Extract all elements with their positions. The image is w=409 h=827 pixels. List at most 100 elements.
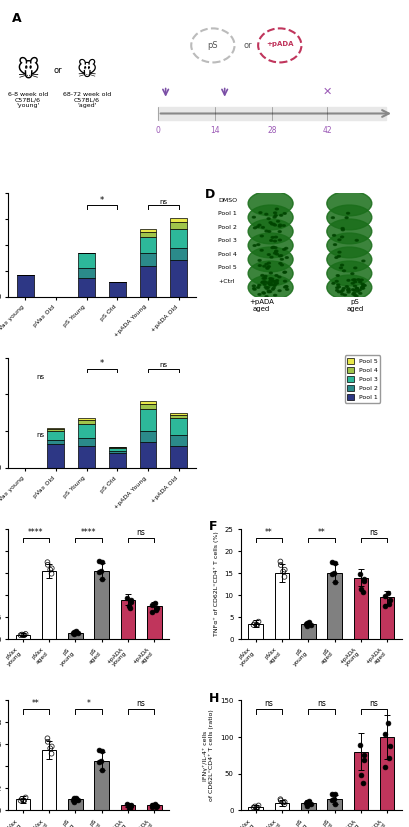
Point (73, 625, 80, 638)
Circle shape (273, 294, 276, 296)
Point (281, 563, 287, 576)
Point (360, 572, 366, 586)
Point (71, 628, 78, 641)
Text: Pool 4: Pool 4 (218, 252, 236, 257)
Point (95, 743, 102, 756)
Circle shape (285, 256, 288, 258)
Circle shape (337, 256, 339, 257)
Point (303, 619, 310, 633)
Point (127, 799, 134, 812)
Circle shape (360, 283, 363, 284)
Bar (353, 752, 367, 810)
Bar (327, 573, 341, 639)
Text: or: or (53, 65, 62, 74)
Circle shape (273, 252, 276, 254)
Point (127, 595, 133, 609)
Point (386, 593, 392, 606)
Text: DMSO: DMSO (218, 198, 237, 203)
Bar (300, 624, 315, 639)
Circle shape (326, 205, 371, 230)
Point (17, 629, 24, 642)
Text: **: ** (264, 528, 272, 537)
Point (44, 732, 51, 745)
Circle shape (261, 278, 265, 280)
Point (251, 617, 258, 630)
Point (277, 558, 283, 571)
Circle shape (355, 288, 357, 289)
Bar (68, 633, 82, 639)
Point (380, 760, 387, 773)
Circle shape (326, 233, 371, 258)
Circle shape (335, 289, 338, 291)
Circle shape (262, 293, 265, 294)
Circle shape (263, 278, 266, 280)
Circle shape (358, 281, 361, 283)
Bar (170, 414, 187, 418)
Circle shape (340, 227, 343, 229)
Point (328, 787, 334, 801)
Point (44, 556, 51, 569)
Point (152, 596, 158, 609)
Circle shape (247, 275, 292, 300)
Bar (78, 268, 95, 279)
Circle shape (273, 281, 276, 283)
Text: 68-72 week old
C57BL/6
'aged': 68-72 week old C57BL/6 'aged' (63, 92, 111, 108)
Bar (139, 237, 156, 253)
Circle shape (360, 279, 362, 280)
Circle shape (355, 290, 358, 292)
Point (95, 554, 102, 567)
Circle shape (256, 226, 258, 227)
Circle shape (263, 281, 265, 283)
Circle shape (263, 275, 266, 277)
Circle shape (340, 236, 343, 237)
Point (99, 763, 105, 777)
Text: **: ** (32, 700, 40, 709)
Circle shape (275, 253, 278, 255)
Point (253, 801, 260, 814)
Point (306, 616, 312, 629)
Point (331, 788, 337, 801)
Circle shape (261, 227, 264, 228)
Circle shape (266, 287, 269, 289)
Bar (47, 440, 64, 444)
Point (380, 600, 387, 613)
Bar (16, 635, 30, 639)
Circle shape (271, 289, 274, 290)
Circle shape (339, 267, 342, 269)
Point (98, 744, 105, 758)
Bar (170, 418, 187, 435)
Circle shape (271, 280, 274, 282)
Point (360, 753, 366, 767)
Circle shape (334, 256, 337, 258)
Circle shape (274, 237, 277, 238)
Bar (248, 807, 262, 810)
Text: ns: ns (136, 700, 145, 709)
Point (153, 601, 160, 614)
Circle shape (267, 291, 270, 293)
Bar (139, 265, 156, 297)
Point (281, 798, 287, 811)
Circle shape (264, 263, 267, 265)
Bar (94, 761, 109, 810)
Text: H: H (209, 691, 219, 705)
Text: pS: pS (207, 41, 218, 50)
Circle shape (337, 251, 340, 253)
Text: ns: ns (36, 432, 45, 437)
Circle shape (273, 241, 276, 242)
Bar (327, 800, 341, 810)
Circle shape (283, 213, 285, 214)
Circle shape (264, 296, 267, 298)
Circle shape (274, 215, 276, 217)
Point (19, 792, 25, 805)
Circle shape (270, 278, 273, 280)
Circle shape (275, 282, 278, 284)
Bar (47, 431, 64, 440)
Circle shape (269, 240, 272, 241)
Text: +Ctrl: +Ctrl (218, 279, 234, 284)
Circle shape (247, 261, 292, 286)
Text: ns: ns (264, 700, 273, 709)
Circle shape (285, 289, 288, 290)
Circle shape (253, 227, 256, 229)
Text: +pADA
aged: +pADA aged (248, 299, 273, 312)
Bar (139, 253, 156, 265)
